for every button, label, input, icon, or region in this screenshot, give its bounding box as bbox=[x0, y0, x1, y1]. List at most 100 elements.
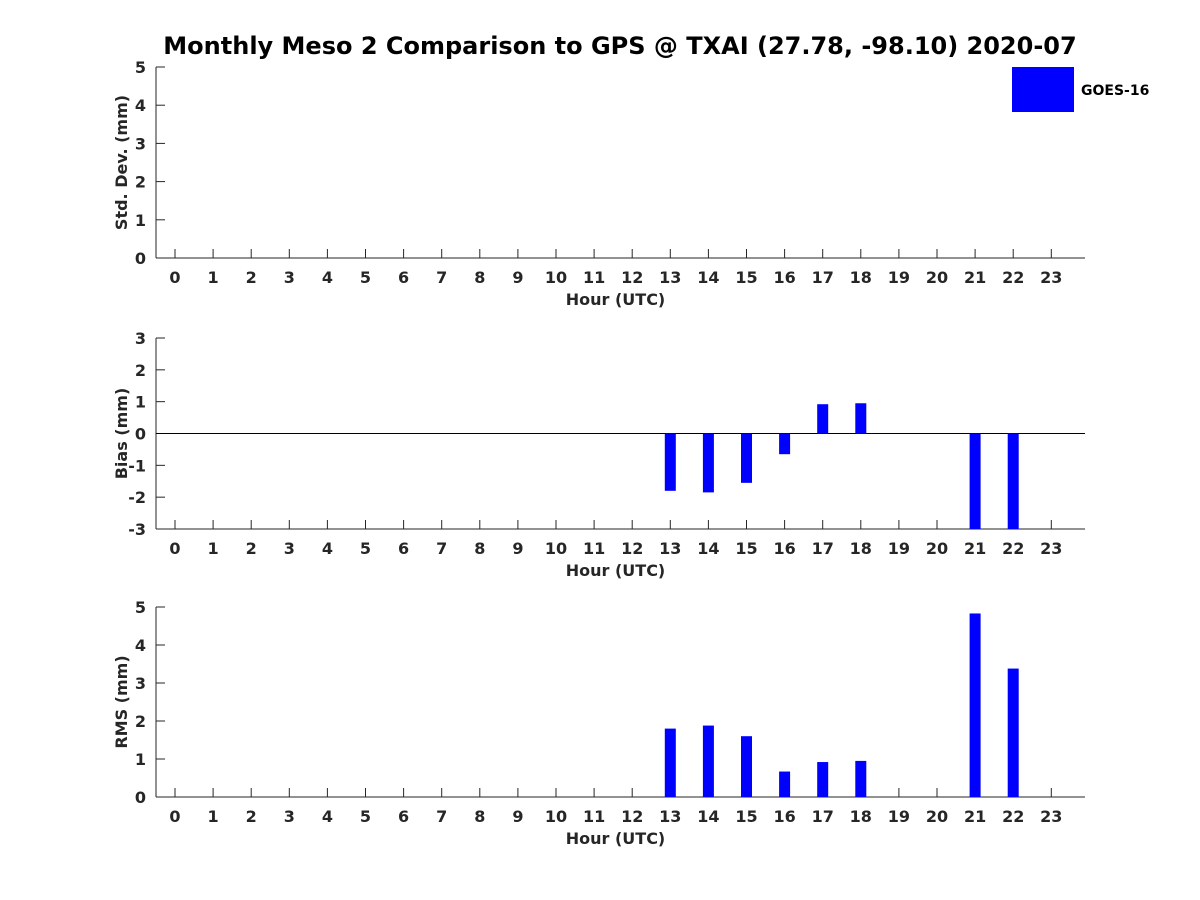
bar-hour-13 bbox=[664, 433, 676, 491]
y-tick-label: 3 bbox=[135, 329, 146, 348]
bar-hour-22 bbox=[1007, 668, 1019, 797]
x-tick-label: 14 bbox=[697, 807, 719, 826]
x-tick-label: 4 bbox=[322, 807, 333, 826]
x-tick-label: 16 bbox=[773, 539, 795, 558]
x-tick-label: 19 bbox=[888, 268, 910, 287]
x-tick-label: 17 bbox=[812, 539, 834, 558]
x-tick-label: 13 bbox=[659, 539, 681, 558]
x-axis-label: Hour (UTC) bbox=[566, 561, 666, 580]
bar-hour-14 bbox=[702, 433, 714, 493]
x-tick-label: 21 bbox=[964, 268, 986, 287]
x-tick-label: 0 bbox=[169, 268, 180, 287]
y-axis-label: RMS (mm) bbox=[112, 655, 131, 748]
y-tick-label: 0 bbox=[135, 249, 146, 268]
x-tick-label: 19 bbox=[888, 807, 910, 826]
bar-hour-18 bbox=[855, 403, 867, 434]
x-tick-label: 17 bbox=[812, 268, 834, 287]
x-tick-label: 23 bbox=[1040, 539, 1062, 558]
bar-hour-15 bbox=[741, 736, 752, 797]
y-tick-label: 5 bbox=[135, 598, 146, 617]
x-tick-label: 4 bbox=[322, 268, 333, 287]
y-tick-label: 1 bbox=[135, 393, 146, 412]
x-tick-label: 23 bbox=[1040, 268, 1062, 287]
x-tick-label: 19 bbox=[888, 539, 910, 558]
bar-hour-18 bbox=[855, 760, 867, 797]
x-tick-label: 7 bbox=[436, 807, 447, 826]
x-tick-label: 8 bbox=[474, 268, 485, 287]
x-tick-label: 0 bbox=[169, 807, 180, 826]
y-tick-label: 1 bbox=[135, 211, 146, 230]
bar-hour-17 bbox=[817, 762, 829, 797]
y-tick-label: -3 bbox=[128, 520, 146, 539]
bar-hour-21 bbox=[969, 433, 981, 529]
y-tick-label: 4 bbox=[135, 636, 146, 655]
x-tick-label: 23 bbox=[1040, 807, 1062, 826]
x-tick-label: 15 bbox=[735, 268, 757, 287]
x-tick-label: 18 bbox=[850, 539, 872, 558]
x-tick-label: 21 bbox=[964, 539, 986, 558]
y-tick-label: -2 bbox=[128, 488, 146, 507]
y-tick-label: 1 bbox=[135, 750, 146, 769]
chart-title: Monthly Meso 2 Comparison to GPS @ TXAI … bbox=[163, 32, 1076, 60]
x-tick-label: 14 bbox=[697, 268, 719, 287]
x-tick-label: 12 bbox=[621, 539, 643, 558]
x-tick-label: 6 bbox=[398, 807, 409, 826]
x-tick-label: 11 bbox=[583, 807, 605, 826]
x-tick-label: 20 bbox=[926, 807, 948, 826]
x-tick-label: 14 bbox=[697, 539, 719, 558]
bar-hour-13 bbox=[664, 728, 676, 797]
bar-hour-16 bbox=[779, 433, 791, 455]
x-axis-label: Hour (UTC) bbox=[566, 290, 666, 309]
x-tick-label: 8 bbox=[474, 539, 485, 558]
x-tick-label: 22 bbox=[1002, 807, 1024, 826]
x-tick-label: 5 bbox=[360, 539, 371, 558]
legend-swatch bbox=[1012, 67, 1074, 112]
y-tick-label: 5 bbox=[135, 58, 146, 77]
x-tick-label: 11 bbox=[583, 539, 605, 558]
y-tick-label: 3 bbox=[135, 134, 146, 153]
x-tick-label: 18 bbox=[850, 807, 872, 826]
x-tick-label: 9 bbox=[512, 807, 523, 826]
x-tick-label: 16 bbox=[773, 807, 795, 826]
x-tick-label: 3 bbox=[284, 268, 295, 287]
x-tick-label: 2 bbox=[246, 807, 257, 826]
x-tick-label: 10 bbox=[545, 268, 567, 287]
legend: GOES-16 bbox=[1012, 67, 1149, 112]
y-tick-label: 2 bbox=[135, 712, 146, 731]
x-tick-label: 13 bbox=[659, 268, 681, 287]
x-axis-label: Hour (UTC) bbox=[566, 829, 666, 848]
x-tick-label: 10 bbox=[545, 539, 567, 558]
x-tick-label: 15 bbox=[735, 807, 757, 826]
x-tick-label: 18 bbox=[850, 268, 872, 287]
x-tick-label: 15 bbox=[735, 539, 757, 558]
bar-hour-21 bbox=[969, 613, 981, 797]
x-tick-label: 20 bbox=[926, 539, 948, 558]
y-tick-label: 4 bbox=[135, 96, 146, 115]
x-tick-label: 9 bbox=[512, 539, 523, 558]
y-tick-label: 2 bbox=[135, 361, 146, 380]
x-tick-label: 17 bbox=[812, 807, 834, 826]
x-tick-label: 5 bbox=[360, 268, 371, 287]
x-tick-label: 1 bbox=[208, 268, 219, 287]
x-tick-label: 13 bbox=[659, 807, 681, 826]
x-tick-label: 2 bbox=[246, 539, 257, 558]
x-tick-label: 9 bbox=[512, 268, 523, 287]
bar-hour-17 bbox=[817, 404, 829, 434]
y-tick-label: -1 bbox=[128, 456, 146, 475]
legend-label: GOES-16 bbox=[1081, 83, 1149, 99]
x-tick-label: 12 bbox=[621, 268, 643, 287]
y-tick-label: 2 bbox=[135, 173, 146, 192]
y-tick-label: 0 bbox=[135, 788, 146, 807]
x-tick-label: 21 bbox=[964, 807, 986, 826]
x-tick-label: 7 bbox=[436, 539, 447, 558]
y-axis-label: Bias (mm) bbox=[112, 388, 131, 480]
y-axis-label: Std. Dev. (mm) bbox=[112, 95, 131, 230]
y-tick-label: 0 bbox=[135, 425, 146, 444]
x-tick-label: 10 bbox=[545, 807, 567, 826]
bar-hour-15 bbox=[741, 433, 752, 483]
x-tick-label: 1 bbox=[208, 539, 219, 558]
